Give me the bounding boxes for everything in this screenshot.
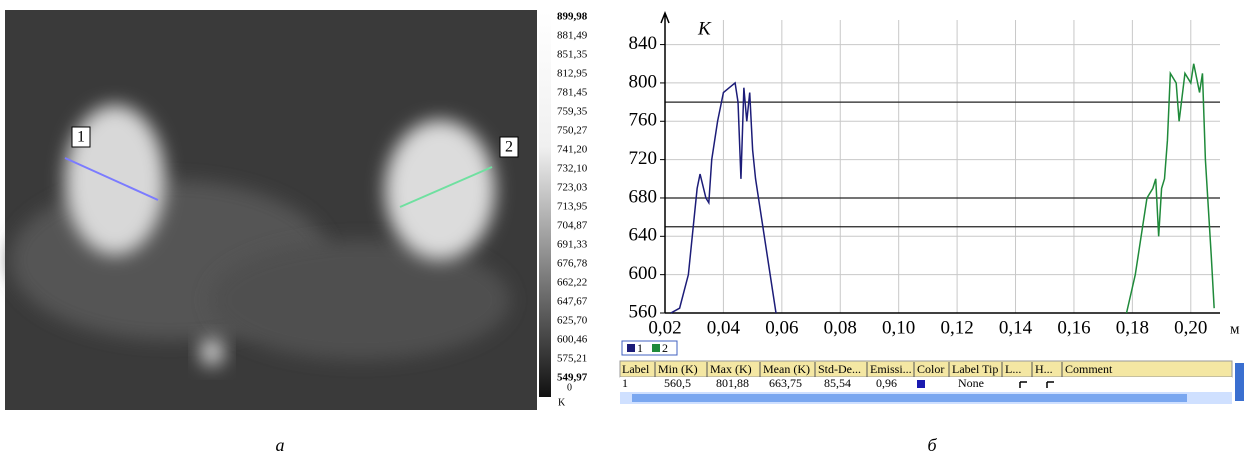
x-tick-label: 0,20 bbox=[1174, 317, 1207, 338]
legend-swatch bbox=[652, 344, 660, 352]
table-cell: 0,96 bbox=[876, 376, 897, 390]
table-cell: 1 bbox=[622, 376, 628, 390]
scale-unit: K bbox=[558, 397, 566, 408]
table-cell: 801,88 bbox=[716, 376, 749, 390]
x-tick-label: 0,16 bbox=[1057, 317, 1090, 338]
color-swatch bbox=[917, 380, 925, 388]
scale-label: 549,97 bbox=[557, 372, 588, 384]
table-cell: 663,75 bbox=[769, 376, 802, 390]
scale-label: 732,10 bbox=[557, 163, 588, 175]
scale-label: 759,35 bbox=[557, 106, 588, 118]
y-tick-label: 640 bbox=[629, 225, 658, 246]
table-header-cell: Min (K) bbox=[658, 362, 698, 376]
table-header-cell: Emissi... bbox=[870, 362, 912, 376]
scale-label: 676,78 bbox=[557, 258, 588, 270]
figure: 1 2 0 K а б K м 899,98 881,49 851,35 812,95… bbox=[0, 0, 1248, 461]
y-tick-label: 680 bbox=[629, 186, 658, 207]
caption: б bbox=[927, 435, 937, 455]
page: { "thermal_image": { "markers": ["1", "2… bbox=[0, 0, 1248, 461]
table-header-cell: L... bbox=[1005, 362, 1021, 376]
caption: а bbox=[276, 435, 285, 455]
table-header-cell: Label bbox=[622, 362, 650, 376]
x-tick-label: 0,12 bbox=[940, 317, 973, 338]
x-tick-label: 0,06 bbox=[765, 317, 798, 338]
table-cell: None bbox=[958, 376, 984, 390]
scale-label: 750,27 bbox=[557, 125, 588, 137]
thermal-image: 1 2 0 K bbox=[5, 10, 572, 410]
scale-zero: 0 bbox=[567, 382, 572, 393]
table-header-cell: Mean (K) bbox=[763, 362, 810, 376]
scale-label: 600,46 bbox=[557, 334, 588, 346]
table-header-cell: Label Tip bbox=[952, 362, 998, 376]
legend-swatch bbox=[627, 344, 635, 352]
x-tick-label: 0,02 bbox=[648, 317, 681, 338]
x-tick-label: 0,10 bbox=[882, 317, 915, 338]
x-tick-label: 0,18 bbox=[1116, 317, 1149, 338]
color-bar bbox=[539, 12, 551, 397]
scale-label: 575,21 bbox=[557, 353, 587, 365]
table-cell: 560,5 bbox=[664, 376, 691, 390]
scrollbar-thumb[interactable] bbox=[632, 394, 1187, 402]
scale-label: 899,98 bbox=[557, 11, 588, 23]
table-header-cell: Max (K) bbox=[710, 362, 752, 376]
scale-label: 812,95 bbox=[557, 68, 588, 80]
hot-spot bbox=[200, 338, 224, 366]
legend-label: 2 bbox=[662, 341, 668, 355]
scrollbar-vertical[interactable] bbox=[1235, 363, 1244, 401]
scale-label: 881,49 bbox=[557, 30, 588, 42]
y-tick-label: 760 bbox=[629, 110, 658, 131]
y-tick-label: 720 bbox=[629, 148, 658, 169]
scale-label: 691,33 bbox=[557, 239, 588, 251]
scale-label: 851,35 bbox=[557, 49, 588, 61]
table-header-cell: Std-De... bbox=[818, 362, 861, 376]
marker-label: 1 bbox=[77, 129, 85, 146]
scale-label: 647,67 bbox=[557, 296, 588, 308]
x-tick-label: 0,14 bbox=[999, 317, 1033, 338]
table-header-cell: H... bbox=[1035, 362, 1053, 376]
y-tick-label: 840 bbox=[629, 33, 658, 54]
y-tick-label: 600 bbox=[629, 263, 658, 284]
table-cell: 85,54 bbox=[824, 376, 851, 390]
y-tick-label: 800 bbox=[629, 71, 658, 92]
x-tick-label: 0,04 bbox=[707, 317, 741, 338]
table-header-cell: Comment bbox=[1065, 362, 1113, 376]
scale-label: 781,45 bbox=[557, 87, 588, 99]
table-row-bg bbox=[620, 377, 1232, 390]
scale-label: 704,87 bbox=[557, 220, 588, 232]
scale-label: 741,20 bbox=[557, 144, 588, 156]
scale-label: 713,95 bbox=[557, 201, 588, 213]
table-header-cell: Color bbox=[917, 362, 944, 376]
hot-area bbox=[210, 240, 510, 360]
marker-label: 2 bbox=[505, 139, 513, 156]
x-axis-label: м bbox=[1230, 321, 1240, 337]
legend-label: 1 bbox=[637, 341, 643, 355]
x-tick-label: 0,08 bbox=[824, 317, 857, 338]
scale-label: 625,70 bbox=[557, 315, 588, 327]
scale-label: 662,22 bbox=[557, 277, 587, 289]
scale-label: 723,03 bbox=[557, 182, 588, 194]
y-axis-label: K bbox=[697, 18, 712, 39]
